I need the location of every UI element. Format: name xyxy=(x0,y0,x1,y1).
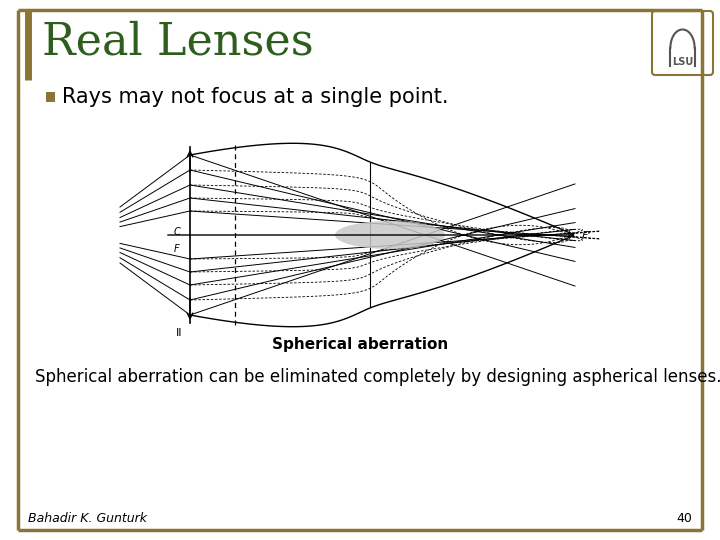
Text: Real Lenses: Real Lenses xyxy=(42,21,314,64)
Text: Bahadir K. Gunturk: Bahadir K. Gunturk xyxy=(28,511,147,524)
Text: LSU: LSU xyxy=(672,57,693,66)
Text: Spherical aberration: Spherical aberration xyxy=(272,336,448,352)
Ellipse shape xyxy=(335,221,445,249)
Bar xyxy=(46,92,55,102)
FancyBboxPatch shape xyxy=(652,11,713,75)
Text: F: F xyxy=(174,244,179,254)
Text: F': F' xyxy=(582,231,591,241)
Text: Rays may not focus at a single point.: Rays may not focus at a single point. xyxy=(62,87,449,107)
Text: 40: 40 xyxy=(676,511,692,524)
Text: Spherical aberration can be eliminated completely by designing aspherical lenses: Spherical aberration can be eliminated c… xyxy=(35,368,720,386)
Text: II: II xyxy=(176,328,182,338)
Text: C: C xyxy=(174,227,181,237)
